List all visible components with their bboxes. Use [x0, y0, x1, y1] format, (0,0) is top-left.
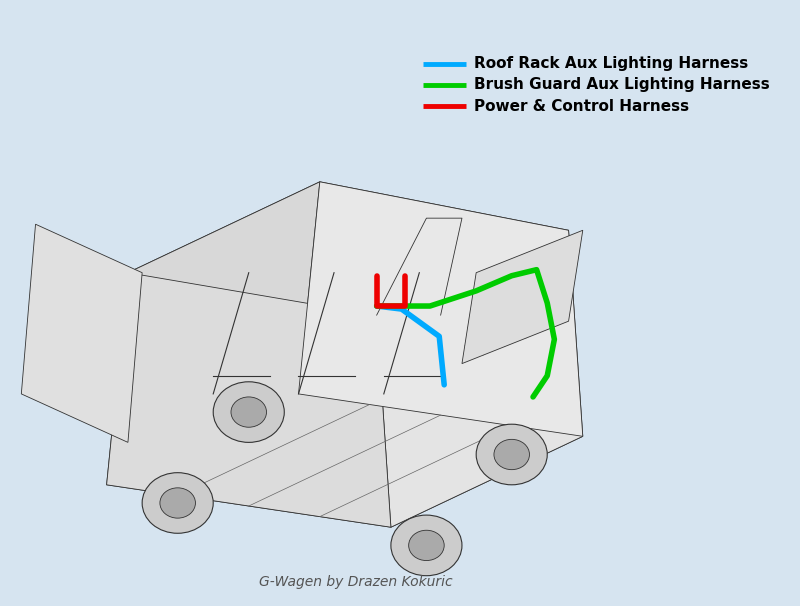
Text: Roof Rack Aux Lighting Harness: Roof Rack Aux Lighting Harness — [474, 56, 748, 71]
Polygon shape — [298, 182, 582, 436]
Circle shape — [391, 515, 462, 576]
Polygon shape — [22, 224, 142, 442]
Circle shape — [142, 473, 214, 533]
Circle shape — [494, 439, 530, 470]
Polygon shape — [106, 182, 320, 485]
Circle shape — [476, 424, 547, 485]
Polygon shape — [462, 230, 582, 364]
Polygon shape — [106, 394, 582, 527]
Circle shape — [409, 530, 444, 561]
Text: Brush Guard Aux Lighting Harness: Brush Guard Aux Lighting Harness — [474, 78, 770, 92]
Polygon shape — [377, 230, 582, 527]
Polygon shape — [106, 273, 391, 527]
Circle shape — [160, 488, 195, 518]
Polygon shape — [128, 182, 569, 315]
Text: Power & Control Harness: Power & Control Harness — [474, 99, 689, 113]
Text: G-Wagen by Drazen Kokuric: G-Wagen by Drazen Kokuric — [258, 574, 452, 589]
Circle shape — [231, 397, 266, 427]
Circle shape — [214, 382, 284, 442]
